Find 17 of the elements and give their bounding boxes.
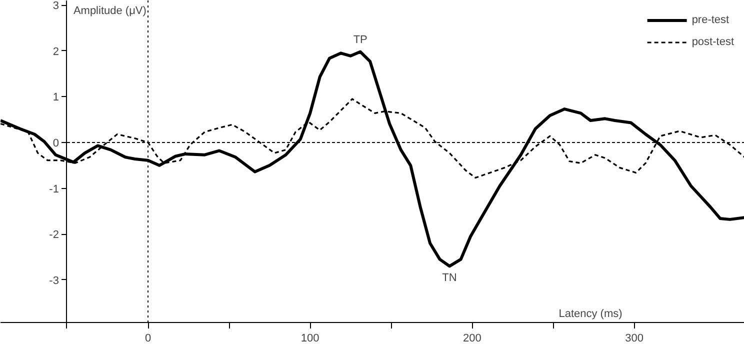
x-tick-label: 300 [625, 332, 644, 344]
x-axis-title: Latency (ms) [558, 308, 622, 320]
y-tick-label: 0 [52, 137, 59, 150]
x-tick-label: 200 [463, 332, 482, 344]
annotation: TP [353, 34, 368, 46]
y-tick-label: 3 [52, 0, 59, 12]
y-tick-label: -3 [49, 274, 59, 287]
y-axis-title: Amplitude (μV) [73, 5, 146, 18]
legend-label: post-test [692, 36, 734, 48]
x-tick-label: 0 [144, 332, 152, 344]
y-tick-label: 1 [52, 92, 59, 104]
x-tick-label: 100 [300, 332, 320, 344]
y-tick-label: -1 [49, 183, 59, 196]
legend-label: pre-test [692, 14, 730, 26]
y-tick-label: 2 [52, 46, 59, 58]
annotation: TN [442, 272, 457, 284]
y-tick-label: -2 [49, 229, 59, 242]
